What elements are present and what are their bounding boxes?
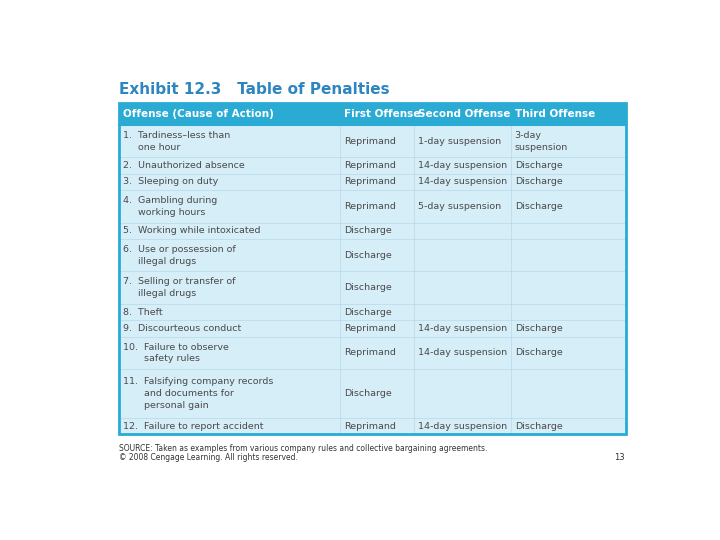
- Text: 6.  Use or possession of
     illegal drugs: 6. Use or possession of illegal drugs: [123, 245, 236, 266]
- Text: Reprimand: Reprimand: [344, 202, 396, 211]
- Text: 3.  Sleeping on duty: 3. Sleeping on duty: [123, 177, 219, 186]
- Text: 1.  Tardiness–less than
     one hour: 1. Tardiness–less than one hour: [123, 131, 230, 152]
- Text: Discharge: Discharge: [515, 202, 562, 211]
- Text: Reprimand: Reprimand: [344, 324, 396, 333]
- Text: Reprimand: Reprimand: [344, 137, 396, 146]
- Text: Discharge: Discharge: [344, 389, 392, 398]
- Text: 14-day suspension: 14-day suspension: [418, 422, 507, 431]
- Text: Reprimand: Reprimand: [344, 422, 396, 431]
- Text: 2.  Unauthorized absence: 2. Unauthorized absence: [123, 161, 245, 170]
- Text: Offense (Cause of Action): Offense (Cause of Action): [123, 109, 274, 119]
- Text: Discharge: Discharge: [515, 324, 562, 333]
- Text: 4.  Gambling during
     working hours: 4. Gambling during working hours: [123, 196, 217, 217]
- Text: 5.  Working while intoxicated: 5. Working while intoxicated: [123, 226, 261, 235]
- Text: Discharge: Discharge: [344, 251, 392, 260]
- Text: 14-day suspension: 14-day suspension: [418, 348, 507, 357]
- Text: Discharge: Discharge: [344, 308, 392, 317]
- Text: 12.  Failure to report accident: 12. Failure to report accident: [123, 422, 264, 431]
- Text: First Offense: First Offense: [344, 109, 420, 119]
- Text: 14-day suspension: 14-day suspension: [418, 161, 507, 170]
- Text: Reprimand: Reprimand: [344, 348, 396, 357]
- Text: Discharge: Discharge: [515, 422, 562, 431]
- Text: 13: 13: [614, 453, 625, 462]
- Text: © 2008 Cengage Learning. All rights reserved.: © 2008 Cengage Learning. All rights rese…: [120, 453, 298, 462]
- Bar: [120, 103, 626, 125]
- Bar: [120, 103, 626, 434]
- Text: Discharge: Discharge: [515, 177, 562, 186]
- Bar: [120, 103, 626, 434]
- Text: Second Offense: Second Offense: [418, 109, 510, 119]
- Text: 5-day suspension: 5-day suspension: [418, 202, 501, 211]
- Text: 1-day suspension: 1-day suspension: [418, 137, 501, 146]
- Text: Discharge: Discharge: [344, 226, 392, 235]
- Text: 11.  Falsifying company records
       and documents for
       personal gain: 11. Falsifying company records and docum…: [123, 377, 274, 410]
- Text: Reprimand: Reprimand: [344, 161, 396, 170]
- Text: 14-day suspension: 14-day suspension: [418, 324, 507, 333]
- Text: Discharge: Discharge: [344, 284, 392, 292]
- Text: Discharge: Discharge: [515, 161, 562, 170]
- Text: 10.  Failure to observe
       safety rules: 10. Failure to observe safety rules: [123, 342, 229, 363]
- Text: Exhibit 12.3   Table of Penalties: Exhibit 12.3 Table of Penalties: [120, 82, 390, 97]
- Text: 9.  Discourteous conduct: 9. Discourteous conduct: [123, 324, 242, 333]
- Text: Discharge: Discharge: [515, 348, 562, 357]
- Text: 8.  Theft: 8. Theft: [123, 308, 163, 317]
- Text: 3-day
suspension: 3-day suspension: [515, 131, 568, 152]
- Text: SOURCE: Taken as examples from various company rules and collective bargaining a: SOURCE: Taken as examples from various c…: [120, 444, 488, 453]
- Text: 14-day suspension: 14-day suspension: [418, 177, 507, 186]
- Text: Reprimand: Reprimand: [344, 177, 396, 186]
- Text: 7.  Selling or transfer of
     illegal drugs: 7. Selling or transfer of illegal drugs: [123, 278, 236, 298]
- Text: Third Offense: Third Offense: [515, 109, 595, 119]
